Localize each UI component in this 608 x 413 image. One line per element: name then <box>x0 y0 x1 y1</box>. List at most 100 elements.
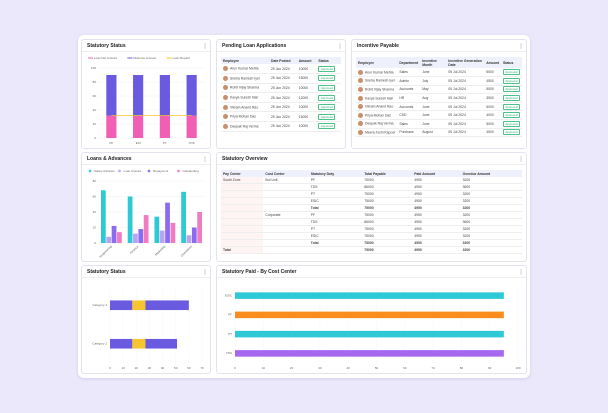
y-tick-label: 20 <box>93 122 97 126</box>
table-cell: Arun Kumar Mehta <box>221 64 270 75</box>
panel: Incentive Payable Employee Department Incen… <box>351 39 527 149</box>
bar-segment <box>145 338 178 349</box>
table-row: Vikram Anand Rao Accounts June 05 Jul 2024 5… <box>356 102 522 112</box>
table-cell: Deepak Raj Verma <box>221 121 270 132</box>
table-cell: 3200 <box>460 197 522 205</box>
y-tick-label: 100 <box>91 66 96 70</box>
menu-dot <box>520 273 522 275</box>
table-cell: May <box>420 85 447 95</box>
status-badge: Approved <box>503 77 520 84</box>
column-header: Date Posted <box>269 57 297 64</box>
employee-name: Rohit Vijay Sharma <box>230 85 259 90</box>
panel: Statutory Status Loan Net Amount Disburse … <box>81 39 211 149</box>
panel: Statutory Paid - By Cost Center 0 10 20 30 40… <box>216 265 527 374</box>
table-cell: 15000 <box>296 73 317 84</box>
column-header: Pay Center <box>221 170 264 177</box>
legend-label: Loan Amount <box>124 169 142 173</box>
x-tick-label: 70 <box>200 366 204 370</box>
bar <box>191 227 197 243</box>
bar <box>170 222 176 243</box>
table-cell: Approved <box>316 92 341 103</box>
table-cell: South Zone <box>221 177 264 184</box>
legend-label: Outstanding <box>183 169 200 173</box>
bar-segment <box>110 338 133 349</box>
table-row: Kavya Suresh Nair 25 Jun 2024 12000 Approve… <box>221 92 341 103</box>
menu-dot <box>520 271 522 273</box>
table-cell: PT <box>308 225 363 233</box>
table-cell: TDS <box>308 218 363 226</box>
x-tick-label: 60 <box>187 366 191 370</box>
employee-name: Deepak Raj Verma <box>230 124 259 129</box>
y-tick-label: PF <box>228 313 232 317</box>
menu-icon[interactable] <box>204 269 206 275</box>
table-row: PT 75000 4950 3200 <box>221 190 522 198</box>
menu-icon[interactable] <box>204 43 206 49</box>
table-row: Sneha Ramesh Iyer 25 Jun 2024 15000 Approve… <box>221 73 341 84</box>
x-tick-label: 40 <box>161 366 165 370</box>
bar <box>154 216 160 243</box>
table: Employee Date Posted Amount Status Arun Kuma… <box>221 57 341 132</box>
table-cell <box>263 246 309 254</box>
menu-dot <box>204 160 206 162</box>
table-cell: 10000 <box>296 83 317 94</box>
menu-dot <box>204 156 206 158</box>
table-cell: Vikram Anand Rao <box>356 102 398 112</box>
menu-icon[interactable] <box>339 43 341 49</box>
table-cell: 75000 <box>362 177 413 184</box>
table-row: Total 75000 4950 3200 <box>221 246 522 254</box>
table-cell: June <box>420 119 447 129</box>
table-cell: 05 Jul 2024 <box>446 110 485 121</box>
table-row: ESIC 75000 4950 3200 <box>221 232 522 240</box>
table-wrap: Pay Center Cost Center Statutory Duty Total… <box>221 170 522 254</box>
avatar <box>358 86 363 92</box>
bar-segment <box>110 300 133 311</box>
avatar <box>223 123 228 129</box>
panel-body: Salary Advance Loan Amount Repayment Outsta… <box>82 165 210 261</box>
table-cell: 4950 <box>412 232 461 240</box>
table-cell: 05 Jul 2024 <box>446 76 485 86</box>
panel: Statutory Status 0 10 20 30 40 50 60 70 Category … <box>81 265 211 374</box>
column-header: Status <box>316 57 341 64</box>
table-cell <box>221 232 264 240</box>
bar <box>106 236 112 243</box>
employee-name: Priya Mohan Das <box>230 114 257 119</box>
status-badge: Approved <box>503 95 520 102</box>
menu-icon[interactable] <box>204 156 206 162</box>
bar-segment <box>106 115 117 138</box>
table-cell <box>263 197 309 205</box>
column-header: Incentive Generation Date <box>446 57 485 68</box>
bar <box>133 233 138 243</box>
table-cell: 4950 <box>412 197 461 205</box>
table-cell: 75000 <box>362 204 413 212</box>
table-cell: Approved <box>501 119 522 129</box>
table-wrap: Employee Date Posted Amount Status Arun Kuma… <box>221 57 341 132</box>
table-cell: 75000 <box>362 190 413 198</box>
menu-icon[interactable] <box>520 269 522 275</box>
table-cell: 4950 <box>412 211 461 219</box>
x-tick-label: 20 <box>290 366 294 370</box>
menu-icon[interactable] <box>520 156 522 162</box>
table-row: Arun Kumar Mehta Sales June 05 Jul 2024 5000… <box>356 68 522 78</box>
y-tick-label: 40 <box>93 108 97 112</box>
panel-body: Employee Date Posted Amount Status Arun Kuma… <box>217 52 345 148</box>
table-cell: 75000 <box>362 225 413 233</box>
table-cell: Total <box>221 246 264 254</box>
table-cell: 05 Jul 2024 <box>446 128 485 138</box>
bar-segment <box>159 115 170 138</box>
status-badge: Approved <box>318 94 336 101</box>
table-cell: Corporate <box>263 211 309 219</box>
table-row: PT 75000 4950 3200 <box>221 225 522 233</box>
bar <box>235 330 504 338</box>
column-header: Department <box>397 57 421 68</box>
table-cell <box>221 211 264 219</box>
column-header: Status <box>501 57 522 68</box>
bar-segment <box>133 115 144 138</box>
table-cell: 4500 <box>484 76 501 86</box>
table-cell: 05 Jul 2024 <box>446 85 485 95</box>
column-header: Statutory Duty <box>308 170 363 177</box>
table-cell: Sneha Ramesh Iyer <box>356 76 398 86</box>
bar-segment <box>159 75 170 116</box>
table-cell: 4950 <box>412 204 461 212</box>
menu-icon[interactable] <box>520 43 522 49</box>
employee-name: Rohit Vijay Sharma <box>365 87 394 92</box>
